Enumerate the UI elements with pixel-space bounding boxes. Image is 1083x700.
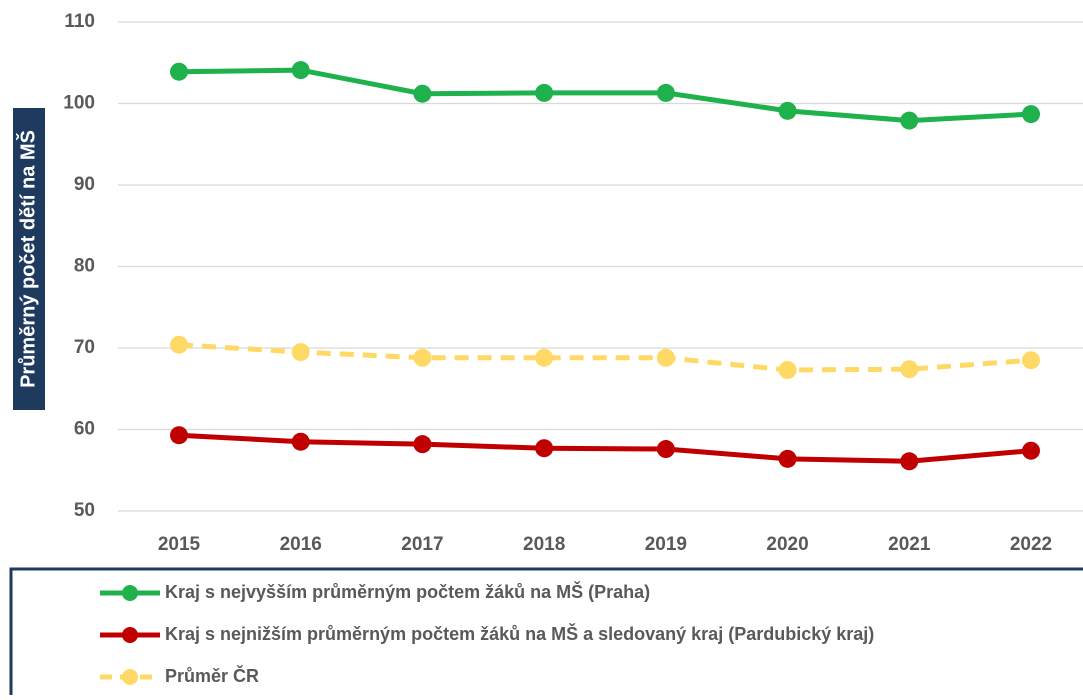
point <box>1022 105 1040 124</box>
x-tick-label: 2018 <box>523 534 565 555</box>
point <box>535 439 554 458</box>
series-line <box>178 67 1032 124</box>
y-tick-label: 70 <box>74 337 95 358</box>
point <box>900 111 919 130</box>
point <box>1022 441 1040 460</box>
legend-marker <box>122 585 138 601</box>
legend-marker <box>122 669 138 685</box>
point <box>291 432 310 451</box>
point <box>900 360 919 379</box>
point <box>170 335 188 354</box>
x-tick-label: 2017 <box>401 534 443 555</box>
point <box>778 449 797 468</box>
point <box>656 440 675 459</box>
y-tick-label: 100 <box>63 93 95 114</box>
legend-box <box>9 567 1083 700</box>
point <box>900 452 919 471</box>
y-tick-label: 110 <box>64 11 95 32</box>
point <box>413 435 432 454</box>
point <box>656 83 675 102</box>
point <box>413 84 432 103</box>
point <box>778 361 797 380</box>
x-tick-label: 2015 <box>158 534 201 555</box>
series-line <box>178 342 1032 373</box>
y-tick-label: 80 <box>74 256 95 277</box>
legend-label: Kraj s nejvyšším průměrným počtem žáků n… <box>165 581 650 602</box>
series-line <box>178 432 1032 464</box>
y-axis-label-box <box>13 108 45 410</box>
legend-label: Kraj s nejnižším průměrným počtem žáků n… <box>165 623 874 644</box>
legend-marker <box>122 627 138 643</box>
point <box>291 343 310 362</box>
x-tick-label: 2020 <box>766 534 808 555</box>
point <box>535 83 554 102</box>
y-tick-label: 90 <box>74 174 95 195</box>
y-axis-label: Průměrný počet dětí na MŠ <box>15 130 39 388</box>
y-tick-label: 60 <box>74 419 95 440</box>
point <box>1022 351 1040 370</box>
legend-label: Průměr ČR <box>165 665 259 686</box>
point <box>656 348 675 367</box>
point <box>170 62 188 81</box>
point <box>413 348 432 367</box>
x-tick-label: 2019 <box>645 534 687 555</box>
point <box>778 101 797 120</box>
point <box>170 426 188 445</box>
point <box>535 348 554 367</box>
x-tick-label: 2021 <box>888 534 931 555</box>
x-tick-label: 2022 <box>1010 534 1052 555</box>
y-tick-label: 50 <box>74 500 95 521</box>
x-tick-label: 2016 <box>280 534 322 555</box>
point <box>291 61 310 80</box>
